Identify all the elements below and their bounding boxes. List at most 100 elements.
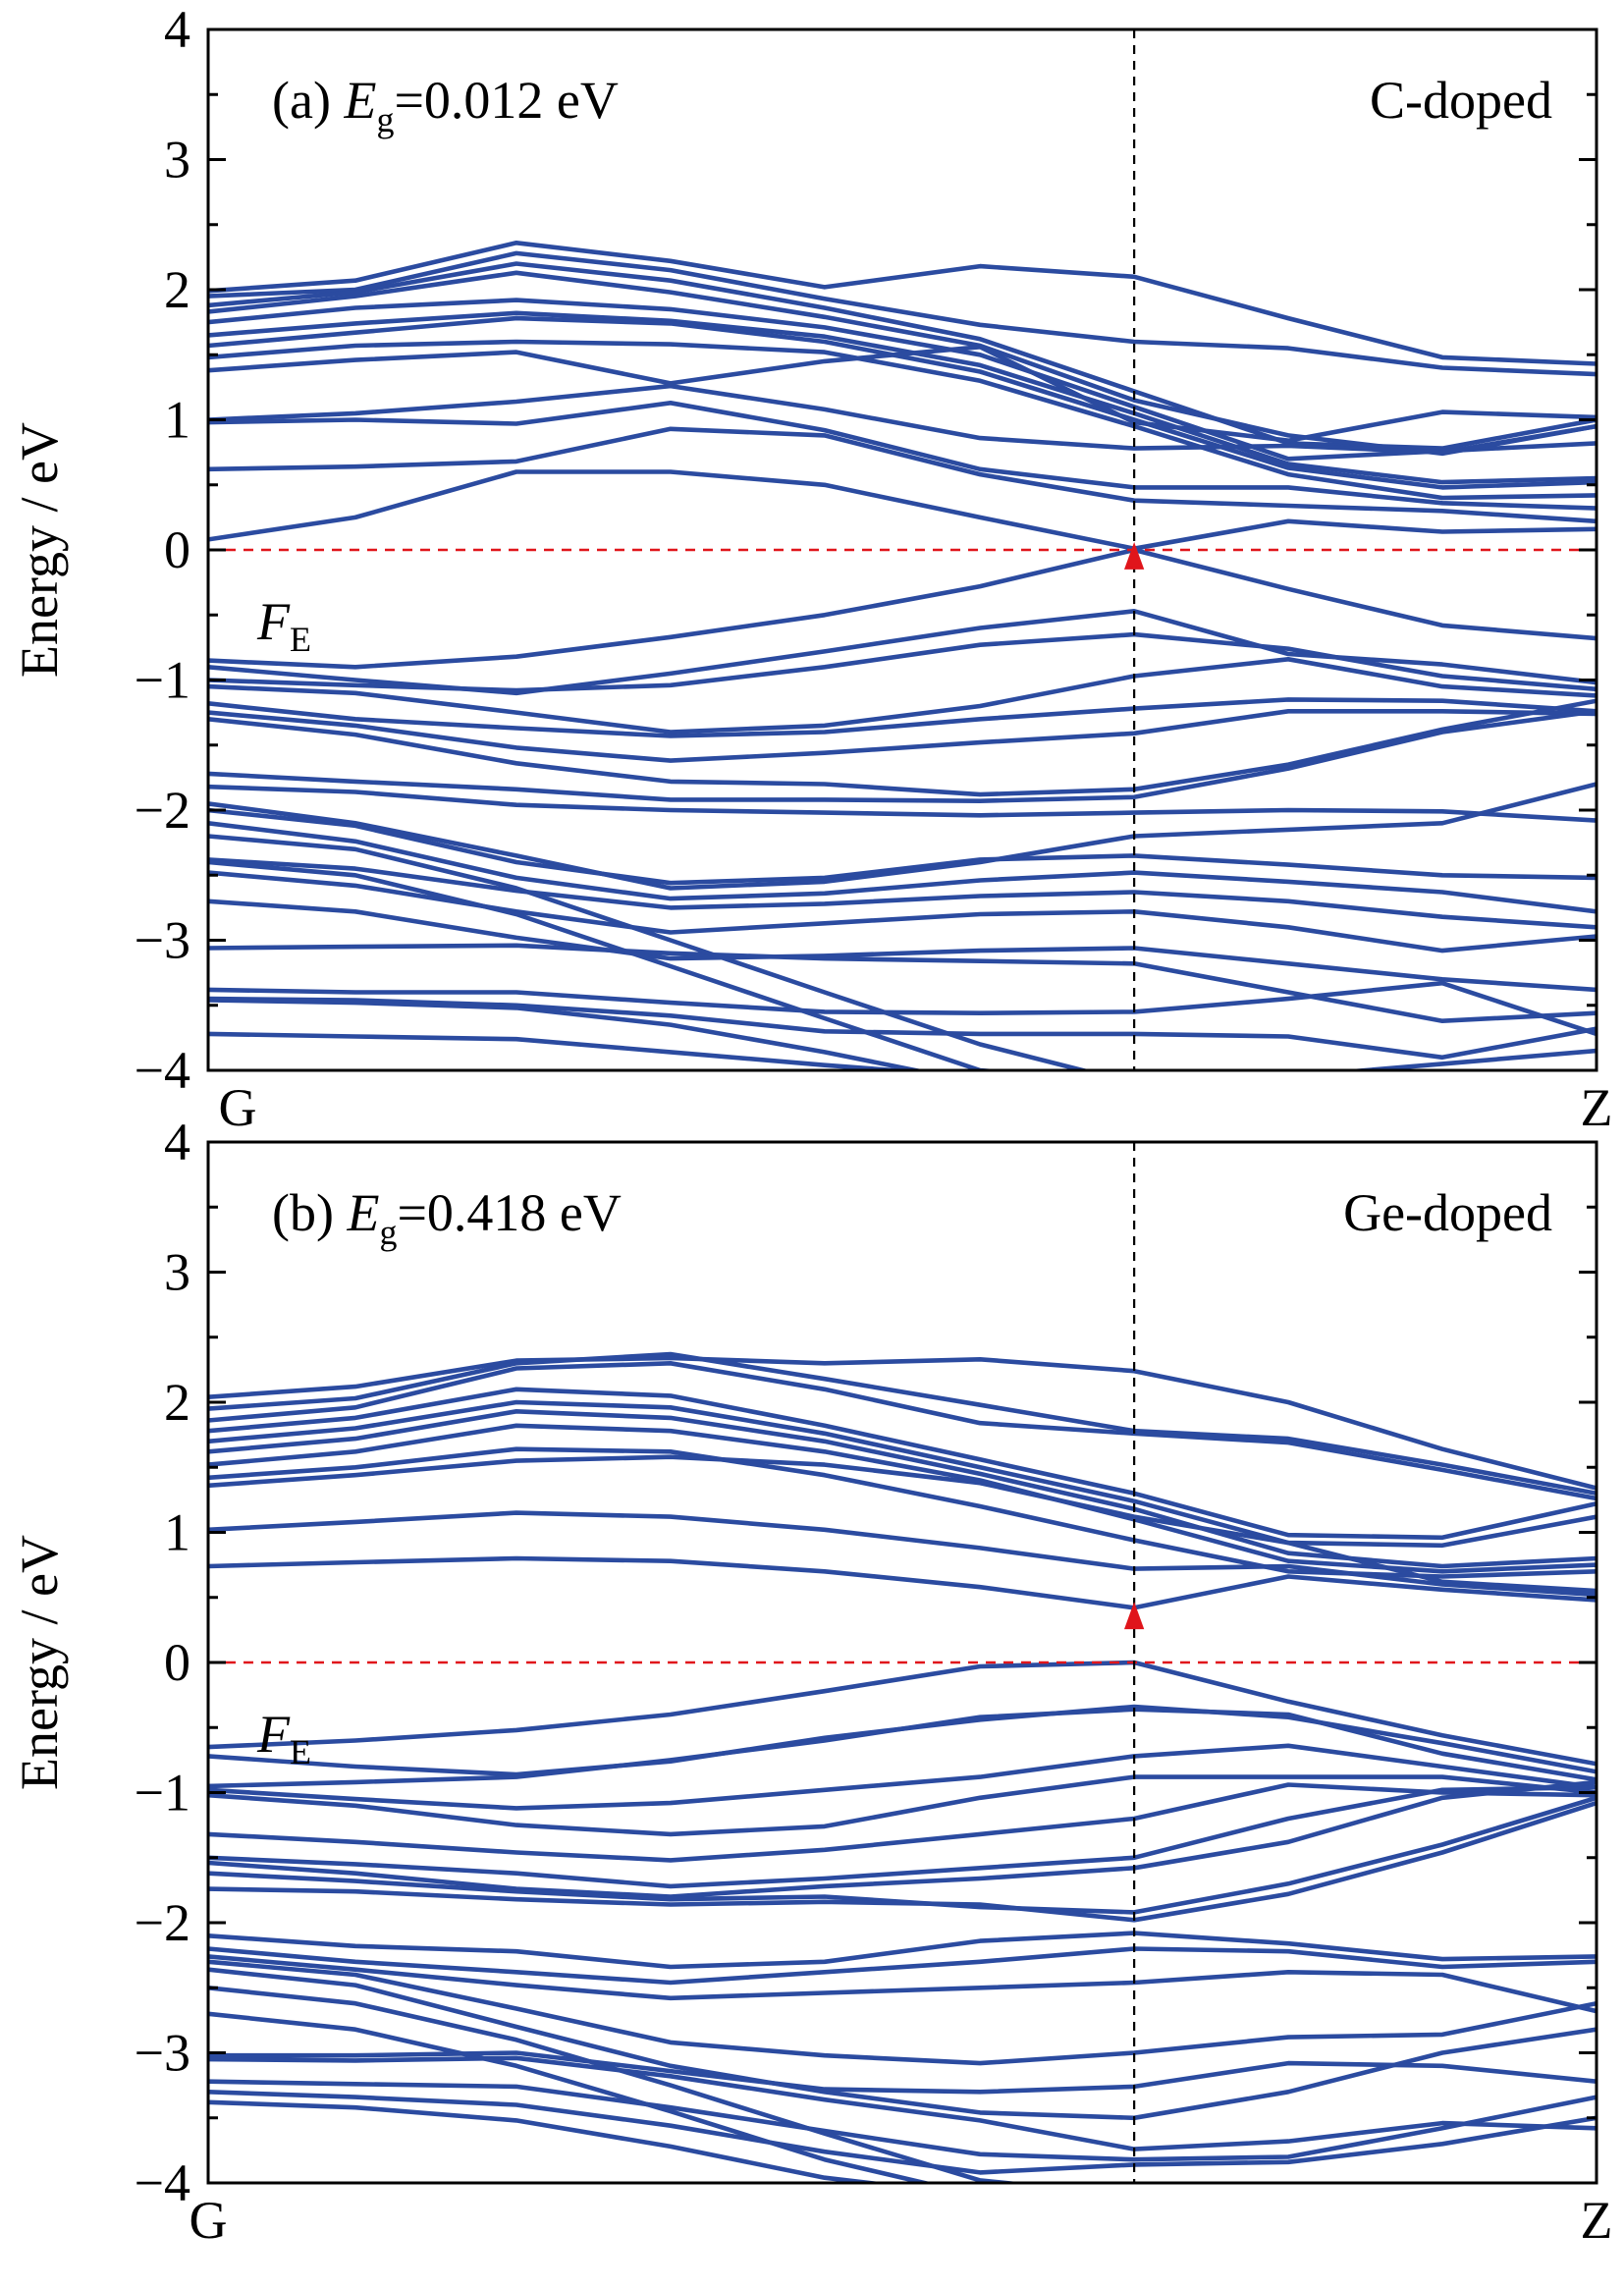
y-tick-label: 4 [164,1113,190,1171]
band-line-1 [208,1351,1597,1497]
band-line-24 [208,821,1597,914]
band-line-0 [208,241,1597,366]
y-tick-label: 0 [164,520,190,579]
band-line-25 [208,857,1597,930]
fermi-label: FE [256,592,311,659]
band-line-20 [208,1800,1597,1923]
fermi-symbol: F [256,1705,291,1764]
y-tick-label: 2 [164,260,190,319]
band-line-28 [208,2079,1597,2162]
band-gap-arrow [1123,1602,1145,1630]
y-tick-label: −4 [135,1041,190,1100]
band-line-33 [208,834,1093,1070]
band-line-21 [208,1931,1597,1970]
x-tick-label-g: G [219,1078,257,1137]
y-tick-label: 3 [164,1243,190,1302]
band-lines [208,241,1597,1070]
eg-symbol: E [343,71,376,130]
band-line-32 [208,2099,889,2183]
band-line-11 [208,426,1597,524]
band-line-9 [208,1510,1597,1598]
band-line-20 [208,709,1597,803]
band-line-30 [208,996,1597,1061]
band-line-22 [208,782,1597,891]
band-line-0 [208,1355,1597,1491]
y-tick-label: −1 [135,651,190,710]
band-line-11 [208,1660,1597,1767]
band-line-7 [208,339,1597,501]
y-tick-label: −2 [135,1893,190,1952]
panel-label: (a) Eg=0.012 eV [272,71,619,139]
x-tick-label-z: Z [1581,1078,1613,1137]
eg-subscript: g [379,1213,397,1252]
x-tick-label-z: Z [1581,2191,1613,2250]
fermi-subscript: E [290,1732,311,1771]
band-line-22 [208,1946,1597,1986]
band-line-8 [208,1454,1597,1594]
y-axis-label: Energy / eV [10,1535,69,1790]
band-line-14 [208,1743,1597,1811]
band-line-21 [208,784,1597,823]
panel-letter: (b) [272,1183,347,1242]
band-line-26 [208,2050,1597,2095]
band-line-23 [208,807,1597,886]
band-line-16 [208,1782,1597,1863]
y-tick-label: 1 [164,391,190,450]
band-line-1 [208,250,1597,377]
band-line-34 [208,998,927,1070]
fermi-symbol: F [256,592,291,651]
fermi-label: FE [256,1705,311,1771]
band-line-13 [208,1707,1597,1789]
band-lines [208,1351,1597,2183]
band-line-26 [208,870,1597,953]
band-line-6 [208,315,1597,490]
panel-a-c-doped: 4 3 2 1 0 −1 −2 −3 −4 G Z Energy / eV (a) Eg=0.012 e… [10,0,1613,1137]
band-line-13 [208,547,1597,670]
band-line-3 [208,270,1597,457]
y-tick-label: 0 [164,1633,190,1692]
y-tick-label: 1 [164,1503,190,1562]
panel-letter: (a) [272,71,344,130]
y-tick-label: 4 [164,0,190,59]
band-line-2 [208,1361,1597,1501]
eg-value: =0.418 eV [397,1183,621,1242]
eg-subscript: g [376,100,394,139]
band-line-8 [208,345,1597,443]
band-line-5 [208,1409,1597,1569]
band-line-4 [208,1399,1597,1549]
band-line-19 [208,698,1597,797]
eg-symbol: E [346,1183,379,1242]
band-line-10 [208,401,1597,511]
band-line-31 [208,1031,1597,1070]
y-tick-label: −3 [135,2024,190,2083]
band-line-10 [208,1555,1597,1610]
band-line-6 [208,1423,1597,1574]
band-line-27 [208,898,1597,993]
band-line-29 [208,980,1597,1037]
band-line-18 [208,1779,1597,1899]
doping-label: Ge-doped [1343,1183,1552,1242]
y-tick-label: −1 [135,1764,190,1823]
band-gap-arrow [1123,542,1145,570]
band-line-14 [208,609,1597,696]
band-line-5 [208,310,1597,485]
y-tick-label: −4 [135,2153,190,2212]
band-line-32 [208,859,1007,1070]
panel-label: (b) Eg=0.418 eV [272,1183,622,1252]
band-line-24 [208,1959,1597,2066]
band-line-9 [208,383,1597,455]
panel-b-ge-doped: 4 3 2 1 0 −1 −2 −3 −4G Z Energy / eV (b) Eg=0.418 e… [10,1113,1613,2250]
band-line-15 [208,1774,1597,1837]
eg-value: =0.012 eV [394,71,618,130]
fermi-subscript: E [290,620,311,659]
y-tick-label: 3 [164,131,190,190]
doping-label: C-doped [1370,71,1552,130]
band-line-29 [208,2090,1597,2175]
band-line-3 [208,1387,1597,1541]
band-line-28 [208,943,1597,1023]
y-tick-label: −3 [135,911,190,970]
band-line-4 [208,298,1597,462]
band-line-17 [208,1784,1597,1889]
band-line-25 [208,1967,1597,2121]
